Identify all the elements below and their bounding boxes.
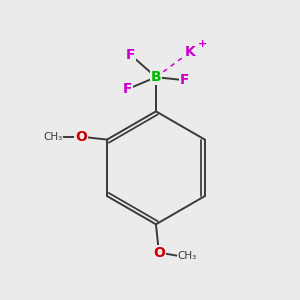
Text: O: O bbox=[153, 245, 165, 260]
Text: CH₃: CH₃ bbox=[43, 132, 62, 142]
Text: F: F bbox=[126, 48, 135, 62]
Text: CH₃: CH₃ bbox=[178, 250, 197, 260]
Text: F: F bbox=[179, 73, 189, 87]
Text: +: + bbox=[197, 39, 207, 49]
Text: K: K bbox=[185, 45, 196, 59]
Text: F: F bbox=[123, 82, 133, 96]
Text: B: B bbox=[151, 70, 161, 84]
Text: O: O bbox=[75, 130, 87, 144]
